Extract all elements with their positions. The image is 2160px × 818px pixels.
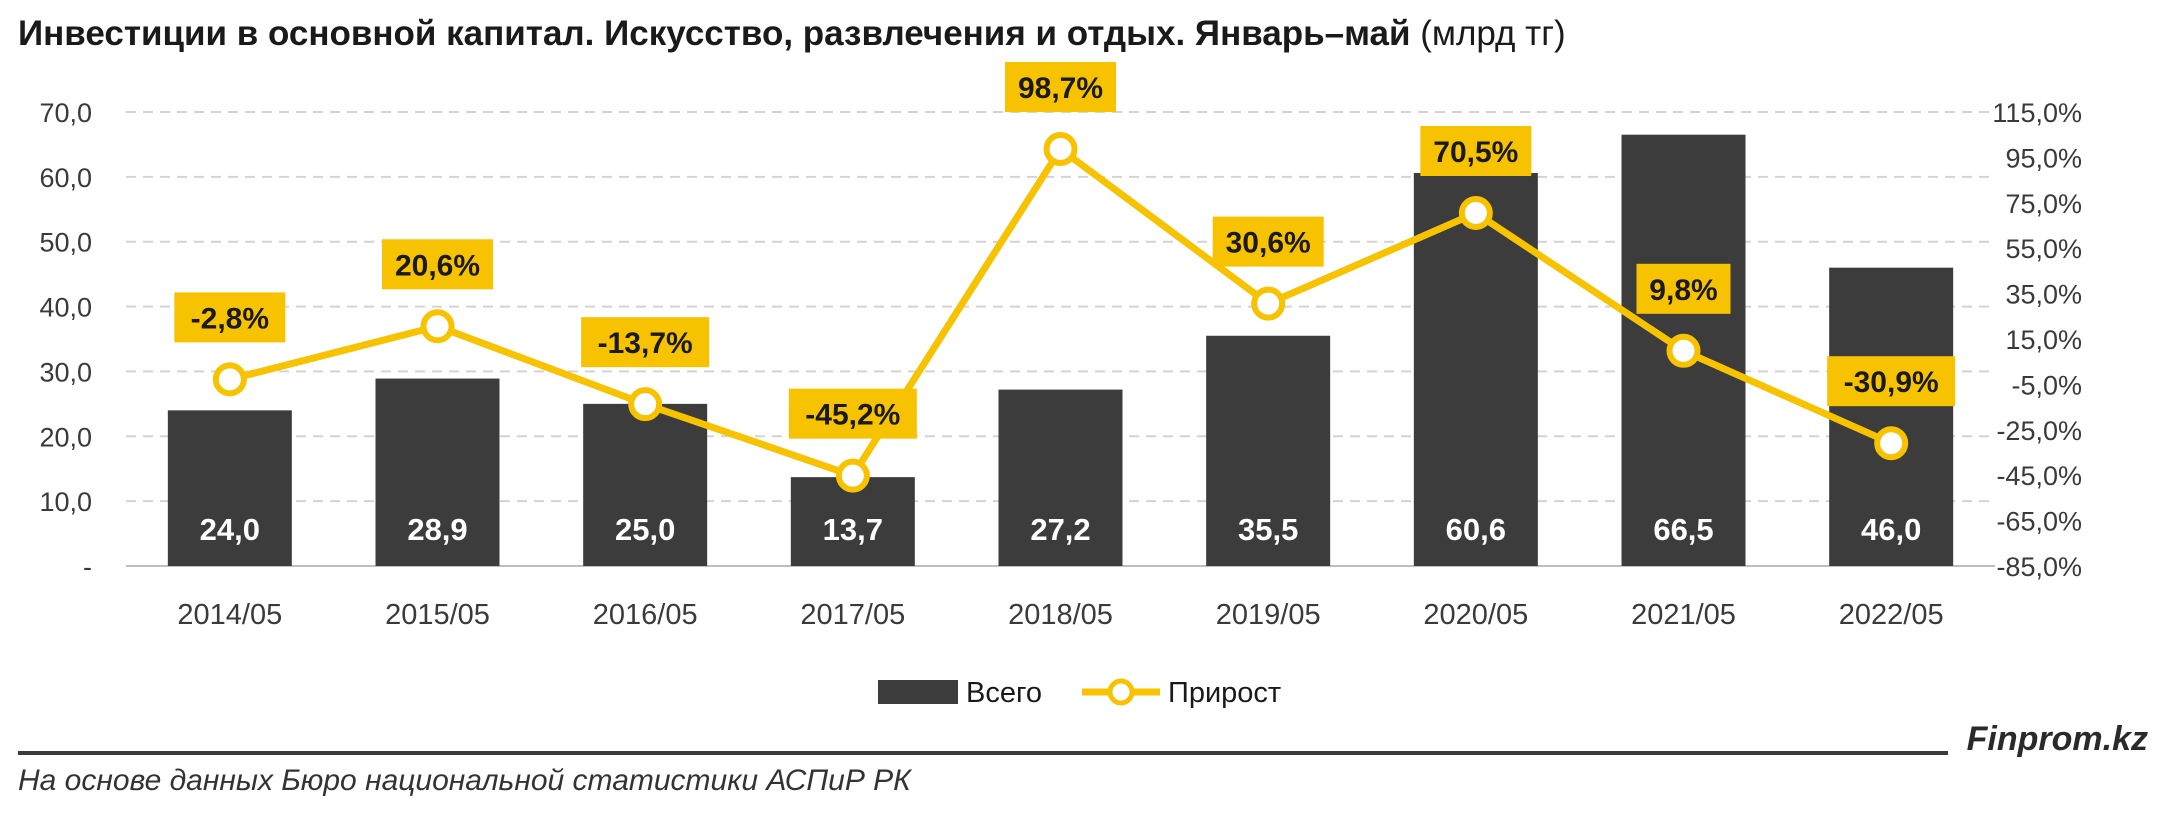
chart-title-unit: (млрд тг) <box>1420 14 1566 53</box>
growth-line: -2,8% 20,6% -13,7% -45,2% 98,7% 30,6% 70,5% 9,8… <box>174 62 1956 493</box>
source-note: На основе данных Бюро национальной стати… <box>18 764 911 797</box>
y-left-tick-label: 30,0 <box>39 357 92 387</box>
line-marker <box>1251 286 1286 321</box>
growth-label-text: -2,8% <box>191 302 269 335</box>
line-marker <box>212 362 247 397</box>
x-tick-label: 2022/05 <box>1839 599 1944 631</box>
line-marker <box>420 309 455 344</box>
chart-title-main: Инвестиции в основной капитал. Искусство… <box>18 14 1411 53</box>
bar <box>1829 267 1954 566</box>
bar-value-label: 13,7 <box>823 512 883 547</box>
bar <box>583 403 708 566</box>
growth-label-box <box>788 388 917 439</box>
line-marker <box>1043 132 1078 167</box>
y-right-tick-label: 75,0% <box>2005 189 2082 219</box>
footer-rule <box>18 751 1948 755</box>
brand-logo[interactable]: Finprom.kz <box>1966 720 2148 758</box>
chart-title: Инвестиции в основной капитал. Искусство… <box>18 14 1566 54</box>
growth-label-box <box>382 239 493 290</box>
x-tick-label: 2014/05 <box>177 599 282 631</box>
x-tick-label: 2017/05 <box>800 599 905 631</box>
y-right-tick-label: 115,0% <box>1992 98 2082 128</box>
growth-label-text: 70,5% <box>1433 136 1518 169</box>
growth-label-text: -30,9% <box>1844 366 1939 399</box>
bar-value-label: 60,6 <box>1446 512 1506 547</box>
growth-data-label: 30,6% <box>1212 216 1324 267</box>
growth-label-text: 9,8% <box>1649 274 1717 307</box>
growth-label-box <box>1420 126 1532 177</box>
y-left-tick-label: 50,0 <box>39 228 92 258</box>
left-axis: - 10,0 20,0 30,0 40,0 50,0 60,0 70,0 <box>39 98 92 582</box>
bar-value-label: 24,0 <box>200 512 260 547</box>
bar <box>1206 335 1331 566</box>
legend-label-growth: Прирост <box>1168 677 1281 709</box>
x-tick-label: 2020/05 <box>1423 599 1528 631</box>
bar-value-label: 35,5 <box>1238 512 1298 547</box>
bar-value-label: 28,9 <box>407 512 467 547</box>
y-right-tick-label: 95,0% <box>2005 143 2082 173</box>
y-right-tick-label: -25,0% <box>1996 416 2082 446</box>
y-left-tick-label: - <box>83 552 92 582</box>
growth-label-box <box>581 317 710 368</box>
x-axis-labels: 2014/05 2015/05 2016/05 2017/05 2018/05 2019/… <box>177 599 1943 631</box>
legend-item-growth: Прирост <box>1082 677 1281 709</box>
bar <box>375 378 500 566</box>
y-right-tick-label: 35,0% <box>2005 280 2082 310</box>
y-left-tick-label: 60,0 <box>39 163 92 193</box>
bar <box>167 410 292 566</box>
y-right-tick-label: 55,0% <box>2005 234 2082 264</box>
growth-label-box <box>174 292 286 343</box>
x-tick-label: 2018/05 <box>1008 599 1113 631</box>
x-tick-label: 2021/05 <box>1631 599 1736 631</box>
y-left-tick-label: 70,0 <box>39 98 92 128</box>
bar-value-label: 27,2 <box>1030 512 1090 547</box>
legend: Всего Прирост <box>878 677 1281 709</box>
x-tick-label: 2016/05 <box>593 599 698 631</box>
line-marker <box>1874 426 1909 461</box>
y-right-tick-label: -65,0% <box>1996 507 2082 537</box>
y-left-tick-label: 40,0 <box>39 293 92 323</box>
x-tick-label: 2019/05 <box>1216 599 1321 631</box>
growth-data-label: -30,9% <box>1827 356 1956 407</box>
legend-swatch-bar <box>878 680 958 704</box>
line-marker <box>835 458 870 493</box>
bar-value-label: 66,5 <box>1653 512 1713 547</box>
growth-data-label: -45,2% <box>788 388 917 439</box>
growth-data-label: 9,8% <box>1636 263 1731 314</box>
growth-data-label: -13,7% <box>581 317 710 368</box>
y-right-tick-label: -45,0% <box>1996 461 2082 491</box>
line-marker <box>1458 196 1493 231</box>
bars: 24,0 28,9 25,0 13,7 27,2 35,5 60,6 66,5 46,0 <box>167 134 1954 567</box>
growth-data-label: 98,7% <box>1005 62 1116 113</box>
bar-value-label: 25,0 <box>615 512 675 547</box>
legend-item-total: Всего <box>878 677 1042 709</box>
growth-label-text: 20,6% <box>395 249 480 282</box>
growth-label-text: -45,2% <box>805 399 900 432</box>
growth-data-label: 20,6% <box>382 239 493 290</box>
growth-data-label: -2,8% <box>174 292 286 343</box>
legend-label-total: Всего <box>966 677 1042 709</box>
y-left-tick-label: 20,0 <box>39 422 92 452</box>
growth-label-text: -13,7% <box>598 327 693 360</box>
growth-label-box <box>1212 216 1324 267</box>
legend-swatch-marker <box>1107 678 1135 706</box>
y-right-tick-label: 15,0% <box>2005 325 2082 355</box>
growth-data-label: 70,5% <box>1420 126 1532 177</box>
y-left-tick-label: 10,0 <box>39 487 92 517</box>
x-tick-label: 2015/05 <box>385 599 490 631</box>
growth-label-box <box>1636 263 1731 314</box>
y-right-tick-label: -5,0% <box>2011 370 2082 400</box>
growth-label-box <box>1005 62 1116 113</box>
growth-label-text: 98,7% <box>1018 72 1103 105</box>
bar <box>998 389 1123 566</box>
bar-value-label: 46,0 <box>1861 512 1921 547</box>
y-right-tick-label: -85,0% <box>1996 552 2082 582</box>
growth-label-text: 30,6% <box>1226 227 1311 260</box>
line-marker <box>1666 333 1701 368</box>
line-marker <box>628 387 663 422</box>
growth-label-box <box>1827 356 1956 407</box>
right-axis: -85,0% -65,0% -45,0% -25,0% -5,0% 15,0% 35,0% 5… <box>1992 98 2082 582</box>
